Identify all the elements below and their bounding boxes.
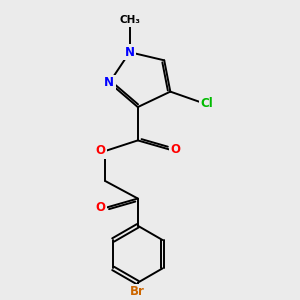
Text: N: N	[125, 46, 135, 59]
Text: Br: Br	[130, 285, 145, 298]
Text: N: N	[104, 76, 114, 89]
Text: O: O	[95, 145, 105, 158]
Text: CH₃: CH₃	[119, 16, 140, 26]
Text: O: O	[170, 143, 180, 156]
Text: O: O	[95, 201, 105, 214]
Text: Cl: Cl	[200, 97, 213, 110]
